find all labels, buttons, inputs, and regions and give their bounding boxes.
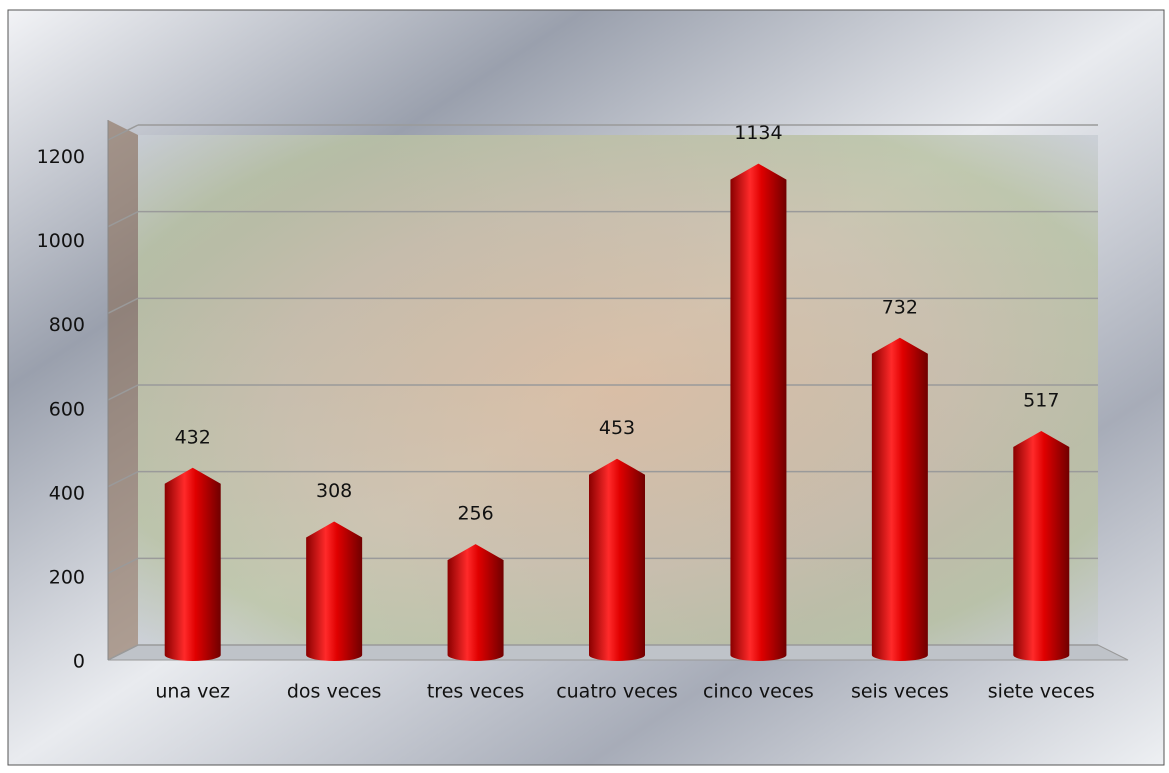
value-label: 1134: [734, 122, 782, 144]
x-tick-label: tres veces: [427, 681, 524, 703]
x-tick-label: cinco veces: [703, 681, 814, 703]
bar: [306, 521, 363, 661]
bar: [447, 544, 504, 661]
grid-line-side: [107, 384, 139, 401]
y-tick-label: 1000: [37, 230, 85, 252]
value-label: 453: [599, 417, 635, 439]
grid-line-side: [107, 644, 139, 661]
x-tick-label: cuatro veces: [556, 681, 678, 703]
x-tick-label: dos veces: [287, 681, 382, 703]
bar: [871, 337, 928, 661]
side-wall: [108, 120, 138, 660]
bar: [1013, 430, 1070, 661]
bar: [730, 163, 787, 661]
grid-line-side: [107, 557, 139, 575]
value-label: 732: [882, 296, 918, 318]
grid-line-side: [107, 124, 139, 141]
value-label: 432: [175, 426, 211, 448]
value-label: 308: [316, 480, 352, 502]
y-tick-label: 200: [49, 566, 85, 588]
grid-line-side: [107, 210, 139, 228]
y-tick-label: 0: [73, 651, 85, 673]
grid-line-side: [107, 470, 139, 488]
x-tick-label: una vez: [155, 681, 230, 703]
y-tick-label: 400: [49, 482, 85, 504]
bar: [164, 467, 221, 661]
value-label: 517: [1023, 389, 1059, 411]
y-tick-label: 1200: [37, 146, 85, 168]
value-label: 256: [457, 503, 493, 525]
x-tick-label: seis veces: [851, 681, 949, 703]
y-tick-label: 800: [49, 314, 85, 336]
y-tick-label: 600: [49, 398, 85, 420]
bar: [589, 458, 645, 661]
x-tick-label: siete veces: [988, 681, 1095, 703]
grid-line-side: [107, 297, 139, 315]
